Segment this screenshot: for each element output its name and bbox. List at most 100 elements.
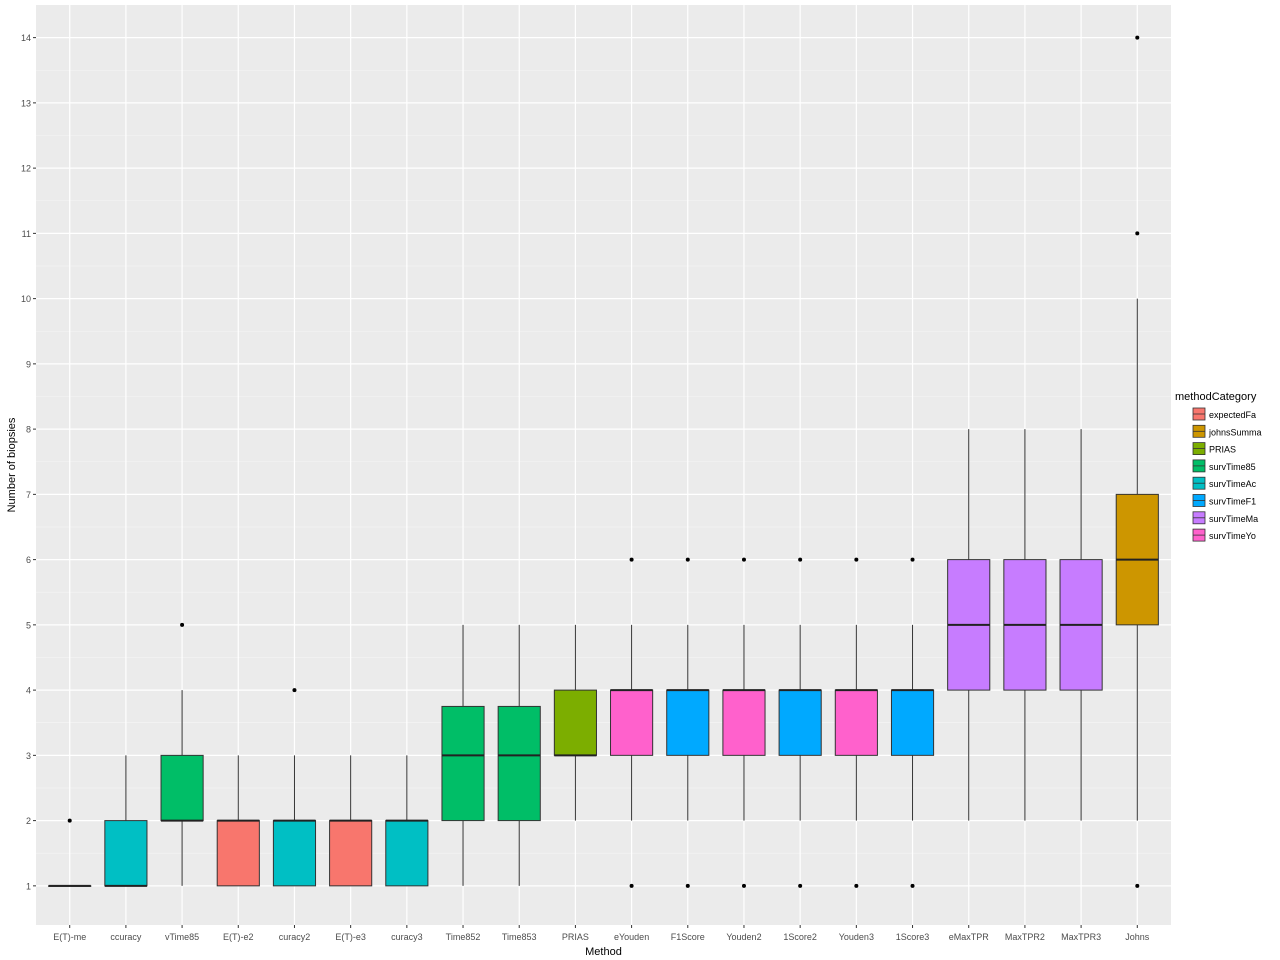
box-MaxTPR2: [1003, 429, 1047, 821]
box-body: [272, 820, 317, 887]
outlier-point: [1135, 883, 1140, 888]
legend-item-PRIAS: PRIAS: [1192, 442, 1236, 456]
y-tick-label: 8: [26, 425, 31, 435]
box-1Score3: [890, 557, 935, 888]
outlier-point: [741, 883, 746, 888]
x-tick-label: PRIAS: [562, 932, 589, 942]
y-axis-title: Number of biopsies: [6, 417, 18, 512]
outlier-point: [910, 883, 915, 888]
x-tick-label: Time853: [502, 932, 537, 942]
y-tick-label: 11: [22, 229, 31, 239]
x-tick-label: eYouden: [614, 932, 649, 942]
legend: methodCategory expectedFa johnsSumma PRIAS…: [1175, 391, 1262, 542]
y-tick-label: 4: [26, 686, 31, 696]
plot-panel: [36, 5, 1171, 925]
outlier-point: [292, 688, 297, 693]
outlier-point: [1135, 231, 1140, 236]
box-body: [385, 820, 429, 887]
legend-item-survTimeAc: survTimeAc: [1192, 476, 1257, 490]
y-tick-label: 10: [21, 294, 31, 304]
legend-item-johnsSumma: johnsSumma: [1192, 424, 1262, 438]
x-tick-label: MaxTPR2: [1005, 932, 1045, 942]
outlier-point: [741, 557, 746, 562]
x-tick-label: Johns: [1125, 932, 1150, 942]
box-Time853: [497, 624, 541, 886]
box-Johns: [1115, 35, 1159, 888]
box-body: [610, 689, 654, 756]
outlier-point: [629, 883, 634, 888]
box-body: [722, 689, 766, 756]
y-tick-label: 5: [26, 620, 31, 630]
y-tick-label: 12: [21, 164, 31, 174]
y-tick-label: 14: [21, 33, 31, 43]
legend-item-survTimeF1: survTimeF1: [1192, 494, 1256, 507]
x-tick-label: Youden3: [839, 932, 874, 942]
box-E(T)-me: [48, 818, 92, 887]
x-tick-label: 1Score2: [783, 932, 817, 942]
box-body: [329, 820, 373, 887]
box-eMaxTPR: [947, 429, 991, 821]
outlier-point: [1135, 35, 1140, 40]
box-E(T)-e2: [216, 755, 260, 887]
box-body: [890, 689, 935, 756]
x-tick-label: 1Score3: [896, 932, 930, 942]
legend-label: survTimeF1: [1209, 497, 1256, 507]
x-tick-label: MaxTPR3: [1061, 932, 1101, 942]
boxes: [48, 35, 1159, 888]
x-tick-label: Time852: [446, 932, 481, 942]
box-curacy3: [385, 755, 429, 887]
box-Time852: [441, 624, 485, 886]
x-tick-label: F1Score: [671, 932, 705, 942]
box-MaxTPR3: [1059, 429, 1103, 821]
legend-item-survTimeYo: survTimeYo: [1192, 528, 1256, 542]
box-curacy2: [272, 688, 317, 887]
legend-label: survTimeMa: [1209, 514, 1258, 524]
outlier-point: [67, 818, 72, 823]
box-body: [216, 820, 260, 887]
x-tick-label: curacy2: [279, 932, 311, 942]
legend-label: johnsSumma: [1208, 427, 1262, 437]
box-eYouden: [610, 557, 654, 888]
x-tick-label: vTime85: [165, 932, 199, 942]
box-body: [666, 689, 710, 756]
x-tick-label: E(T)-e3: [335, 932, 366, 942]
box-body: [778, 689, 822, 756]
x-tick-label: eMaxTPR: [949, 932, 990, 942]
legend-label: survTimeYo: [1209, 531, 1256, 541]
outlier-point: [798, 883, 803, 888]
outlier-point: [180, 622, 185, 627]
legend-item-survTime85: survTime85: [1192, 459, 1256, 473]
box-body: [160, 754, 204, 822]
outlier-point: [910, 557, 915, 562]
box-1Score2: [778, 557, 822, 888]
x-axis-title: Method: [585, 946, 622, 958]
outlier-point: [854, 883, 859, 888]
x-tick-label: E(T)-me: [53, 932, 86, 942]
box-Youden2: [722, 557, 766, 888]
box-body: [834, 689, 878, 756]
x-tick-label: curacy3: [391, 932, 423, 942]
x-tick-label: E(T)-e2: [223, 932, 254, 942]
outlier-point: [685, 883, 690, 888]
legend-item-expectedFa: expectedFa: [1192, 407, 1256, 421]
box-body: [104, 820, 148, 887]
y-tick-label: 3: [26, 751, 31, 761]
y-tick-label: 1: [26, 881, 31, 891]
y-tick-label: 6: [26, 555, 31, 565]
outlier-point: [685, 557, 690, 562]
x-tick-label: Youden2: [726, 932, 761, 942]
legend-title: methodCategory: [1175, 391, 1257, 403]
box-Youden3: [834, 557, 878, 888]
y-tick-label: 13: [21, 98, 31, 108]
box-vTime85: [160, 622, 204, 886]
box-ccuracy: [104, 755, 148, 887]
legend-label: survTime85: [1209, 462, 1256, 472]
legend-label: expectedFa: [1209, 410, 1256, 420]
box-body: [553, 689, 597, 756]
outlier-point: [854, 557, 859, 562]
x-axis: E(T)-me ccuracy vTime85 E(T)-e2 curacy2 E(T)-…: [53, 925, 1150, 942]
box-body: [441, 705, 485, 822]
y-tick-label: 9: [26, 359, 31, 369]
box-body: [497, 705, 541, 822]
